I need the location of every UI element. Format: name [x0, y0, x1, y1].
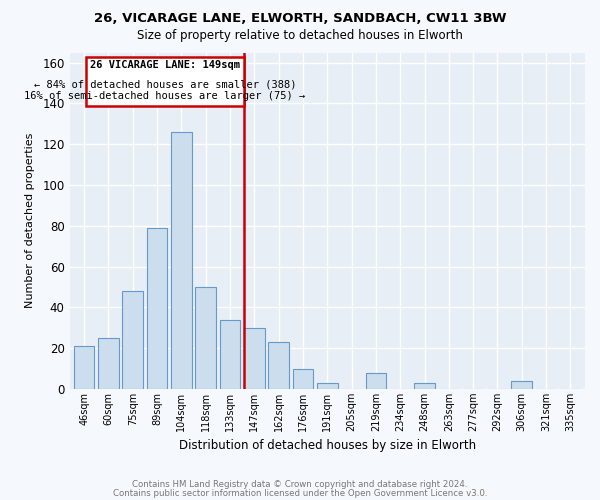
Bar [244, 328, 265, 389]
FancyBboxPatch shape [86, 56, 244, 106]
Bar [122, 291, 143, 389]
Text: Size of property relative to detached houses in Elworth: Size of property relative to detached ho… [137, 29, 463, 42]
Bar [365, 372, 386, 389]
Bar [98, 338, 119, 389]
Bar [293, 368, 313, 389]
Text: 26 VICARAGE LANE: 149sqm: 26 VICARAGE LANE: 149sqm [90, 60, 240, 70]
Text: Contains public sector information licensed under the Open Government Licence v3: Contains public sector information licen… [113, 488, 487, 498]
Text: Contains HM Land Registry data © Crown copyright and database right 2024.: Contains HM Land Registry data © Crown c… [132, 480, 468, 489]
Text: 26, VICARAGE LANE, ELWORTH, SANDBACH, CW11 3BW: 26, VICARAGE LANE, ELWORTH, SANDBACH, CW… [94, 12, 506, 26]
Bar [171, 132, 192, 389]
Y-axis label: Number of detached properties: Number of detached properties [25, 133, 35, 308]
Bar [147, 228, 167, 389]
Bar [268, 342, 289, 389]
Bar [317, 383, 338, 389]
Bar [196, 287, 216, 389]
Text: 16% of semi-detached houses are larger (75) →: 16% of semi-detached houses are larger (… [25, 92, 305, 102]
Bar [74, 346, 94, 389]
Text: ← 84% of detached houses are smaller (388): ← 84% of detached houses are smaller (38… [34, 79, 296, 89]
X-axis label: Distribution of detached houses by size in Elworth: Distribution of detached houses by size … [179, 440, 476, 452]
Bar [220, 320, 241, 389]
Bar [414, 383, 435, 389]
Bar [511, 380, 532, 389]
